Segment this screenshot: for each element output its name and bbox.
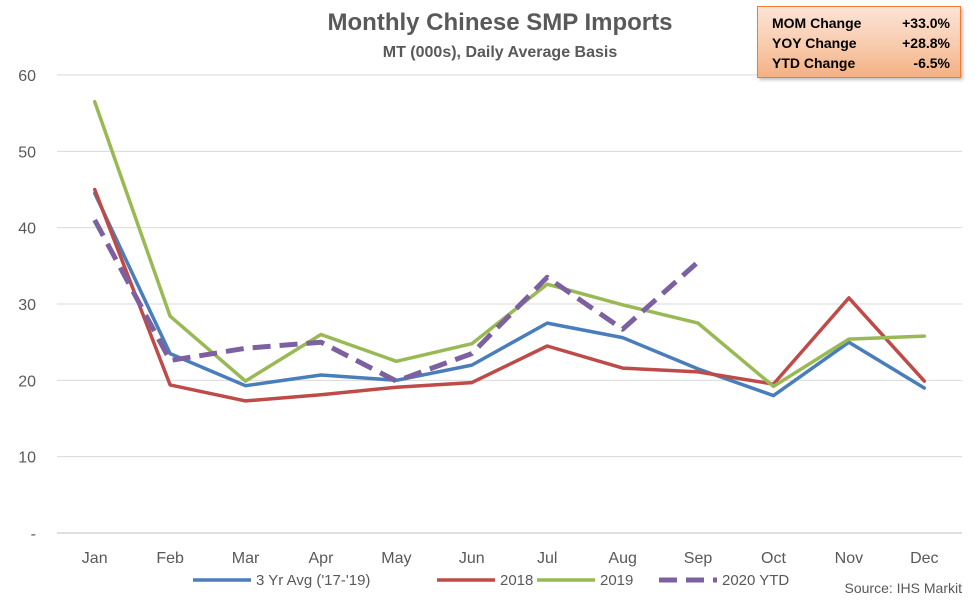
series-line-3 — [92, 99, 927, 389]
y-tick-label: 60 — [18, 68, 36, 85]
x-tick-label: Sep — [684, 550, 713, 567]
y-tick-label: 40 — [18, 221, 36, 238]
y-axis-ticks: - 10 20 30 40 50 60 — [18, 68, 36, 543]
chart-title: Monthly Chinese SMP Imports — [328, 9, 673, 36]
x-tick-label: Apr — [309, 550, 335, 567]
y-tick-label: 30 — [18, 297, 36, 314]
series-lines — [92, 99, 927, 403]
legend: 3 Yr Avg ('17-'19) 2018 2019 2020 YTD — [193, 572, 789, 589]
stats-label-mom: MOM Change — [772, 15, 862, 31]
stats-callout-box: MOM Change +33.0% YOY Change +28.8% YTD … — [757, 6, 961, 78]
legend-label-3: 2019 — [600, 572, 633, 589]
stats-label-ytd: YTD Change — [772, 55, 856, 71]
y-tick-label: 10 — [18, 450, 36, 467]
x-tick-label: Aug — [608, 550, 636, 567]
y-tick-label: - — [31, 526, 36, 543]
stats-value-ytd: -6.5% — [913, 55, 950, 71]
stats-row-yoy: YOY Change +28.8% — [772, 33, 950, 53]
x-tick-label: Dec — [910, 550, 938, 567]
x-tick-label: Oct — [761, 550, 786, 567]
chart-subtitle: MT (000s), Daily Average Basis — [383, 44, 618, 61]
legend-label-1: 3 Yr Avg ('17-'19) — [256, 572, 370, 589]
x-tick-label: Mar — [232, 550, 260, 567]
source-note: Source: IHS Markit — [845, 580, 963, 596]
legend-label-2: 2018 — [500, 572, 533, 589]
stats-value-yoy: +28.8% — [902, 35, 950, 51]
x-axis-ticks: Jan Feb Mar Apr May Jun Jul Aug Sep Oct Nov Dec — [82, 550, 939, 567]
series-line-1 — [92, 191, 927, 398]
y-tick-label: 50 — [18, 144, 36, 161]
gridlines — [57, 74, 962, 534]
x-tick-label: Jun — [459, 550, 485, 567]
x-tick-label: Jul — [537, 550, 557, 567]
legend-label-4: 2020 YTD — [722, 572, 789, 589]
stats-label-yoy: YOY Change — [772, 35, 857, 51]
x-tick-label: Feb — [156, 550, 184, 567]
series-line-2 — [92, 187, 927, 403]
stats-row-mom: MOM Change +33.0% — [772, 13, 950, 33]
stats-value-mom: +33.0% — [902, 15, 950, 31]
x-tick-label: Jan — [82, 550, 108, 567]
x-tick-label: May — [381, 550, 411, 567]
stats-row-ytd: YTD Change -6.5% — [772, 53, 950, 73]
y-tick-label: 20 — [18, 373, 36, 390]
x-tick-label: Nov — [835, 550, 863, 567]
